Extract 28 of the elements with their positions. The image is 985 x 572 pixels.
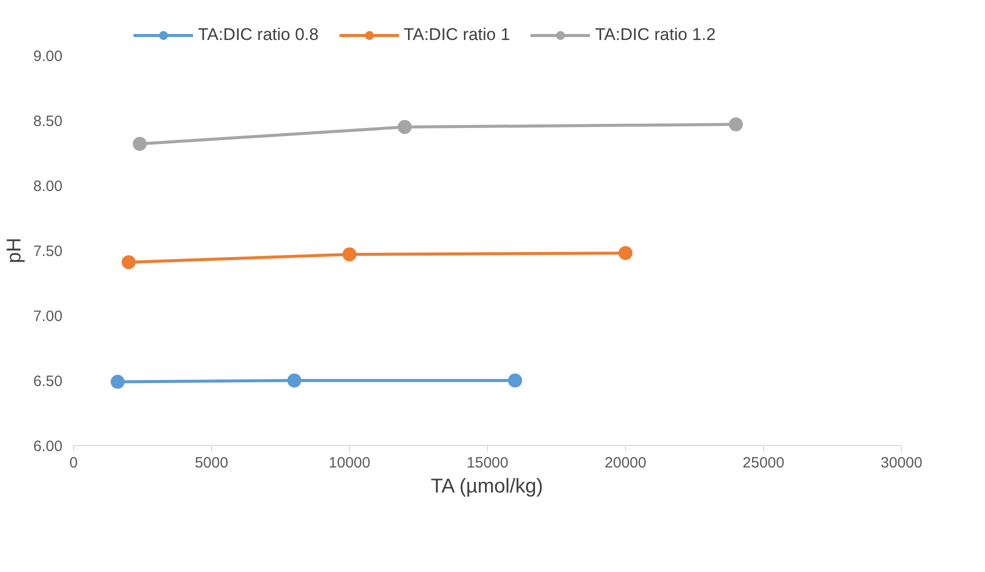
y-tick-label: 8.50 bbox=[33, 113, 63, 130]
point bbox=[398, 120, 412, 134]
y-tick-label: 9.00 bbox=[33, 48, 63, 65]
x-tick-label: 25000 bbox=[742, 454, 784, 472]
y-tick-label: 6.00 bbox=[33, 438, 63, 455]
point bbox=[132, 136, 147, 151]
x-axis-title: TA (µmol/kg) bbox=[430, 476, 544, 498]
x-tick-label: 20000 bbox=[604, 454, 646, 472]
x-tick-label: 0 bbox=[69, 454, 78, 472]
legend-label: TA:DIC ratio 1.2 bbox=[595, 25, 716, 45]
y-tick-label: 8.00 bbox=[33, 178, 63, 195]
x-tick-label: 15000 bbox=[466, 454, 508, 472]
y-tick-label: 7.00 bbox=[33, 308, 63, 325]
legend-label: TA:DIC ratio 0.8 bbox=[198, 25, 319, 45]
x-tick-label: 30000 bbox=[880, 454, 922, 472]
point bbox=[728, 117, 743, 132]
point bbox=[342, 247, 356, 262]
point bbox=[508, 374, 522, 388]
legend-label: TA:DIC ratio 1 bbox=[404, 25, 510, 45]
y-tick-label: 7.50 bbox=[33, 243, 63, 260]
point bbox=[122, 255, 136, 270]
y-tick-label: 6.50 bbox=[33, 373, 63, 390]
point bbox=[287, 374, 302, 388]
x-tick-label: 10000 bbox=[328, 454, 370, 472]
point bbox=[110, 374, 125, 389]
point bbox=[618, 246, 632, 260]
y-axis-title: pH bbox=[3, 238, 26, 264]
x-tick-label: 5000 bbox=[194, 454, 228, 472]
